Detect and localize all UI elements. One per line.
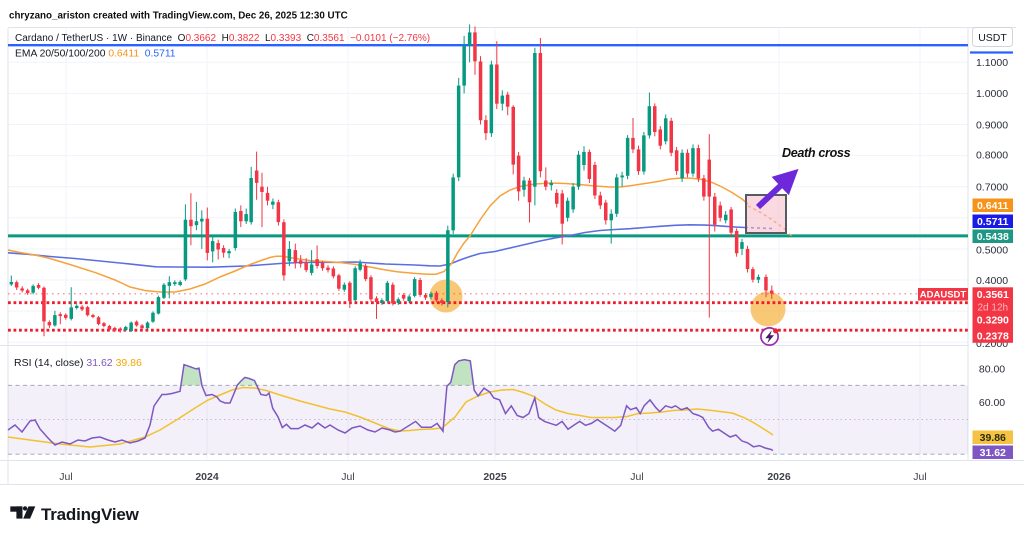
svg-text:1.0000: 1.0000 [976,88,1008,100]
svg-text:39.86: 39.86 [980,432,1006,444]
svg-text:0.7000: 0.7000 [976,181,1008,193]
svg-text:0.2378: 0.2378 [977,331,1009,343]
svg-text:0.3290: 0.3290 [977,315,1009,327]
svg-text:0.3561: 0.3561 [977,289,1009,301]
svg-text:Jul: Jul [59,471,72,483]
svg-text:31.62: 31.62 [980,447,1006,459]
svg-text:Jul: Jul [341,471,354,483]
svg-text:Cardano / TetherUS · 1W · Bina: Cardano / TetherUS · 1W · Binance O0.366… [15,33,430,44]
svg-text:80.00: 80.00 [979,363,1005,375]
svg-text:0.9000: 0.9000 [976,119,1008,131]
svg-text:0.8000: 0.8000 [976,149,1008,161]
svg-text:Jul: Jul [630,471,643,483]
svg-text:0.6411: 0.6411 [977,200,1009,212]
svg-text:TradingView: TradingView [41,505,140,524]
svg-text:EMA 20/50/100/200 0.6411 0.57: EMA 20/50/100/200 0.6411 0.5711 [15,49,176,60]
svg-text:60.00: 60.00 [979,397,1005,409]
svg-text:0.5438: 0.5438 [977,231,1009,243]
svg-text:Death cross: Death cross [782,146,851,160]
svg-text:0.4000: 0.4000 [976,275,1008,287]
svg-text:2024: 2024 [195,471,219,483]
svg-text:0.5000: 0.5000 [976,244,1008,256]
svg-text:2026: 2026 [767,471,791,483]
svg-text:Jul: Jul [913,471,926,483]
svg-text:2025: 2025 [483,471,507,483]
svg-text:0.5711: 0.5711 [977,216,1009,228]
svg-text:1.1000: 1.1000 [976,57,1008,69]
svg-text:ADAUSDT: ADAUSDT [920,290,967,301]
svg-text:chryzano_ariston created with: chryzano_ariston created with TradingVie… [9,11,348,22]
svg-text:2d 12h: 2d 12h [978,303,1009,314]
svg-text:RSI (14, close) 31.62 39.86: RSI (14, close) 31.62 39.86 [14,357,142,369]
svg-text:USDT: USDT [978,32,1007,44]
